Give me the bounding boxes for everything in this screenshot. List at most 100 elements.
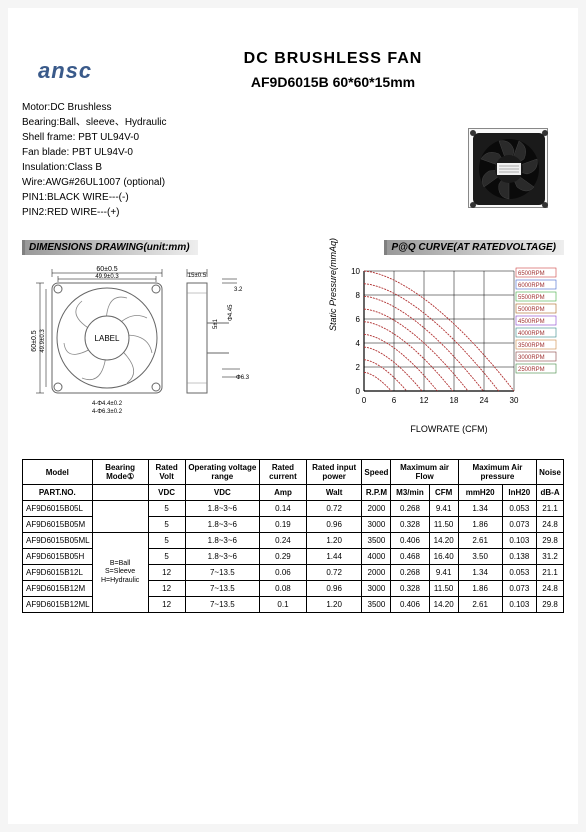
svg-text:4: 4 (356, 339, 361, 348)
table-row: AF9D6015B05MLB=BallS=SleeveH=Hydraulic51… (23, 533, 564, 549)
cell: 0.19 (260, 517, 307, 533)
dimension-drawing: LABEL 60±0.5 49.9±0.3 60±0.5 (22, 261, 272, 421)
cell: 7~13.5 (185, 565, 259, 581)
th: M3/min (391, 485, 429, 501)
svg-text:60±0.5: 60±0.5 (31, 330, 38, 351)
th: CFM (429, 485, 458, 501)
svg-text:24: 24 (480, 396, 489, 405)
cell: 0.08 (260, 581, 307, 597)
pq-x-label: FLOWRATE (CFM) (334, 424, 564, 434)
pq-y-label: Static Pressure(mmAq) (328, 238, 338, 331)
cell: 2.61 (458, 533, 502, 549)
cell: 1.34 (458, 501, 502, 517)
logo: ansc (38, 58, 92, 84)
cell: 7~13.5 (185, 581, 259, 597)
th: Rated Volt (148, 460, 185, 485)
cell: 0.073 (502, 581, 537, 597)
th: Walt (306, 485, 362, 501)
svg-text:4500RPM: 4500RPM (518, 319, 545, 325)
cell: 0.328 (391, 581, 429, 597)
cell: AF9D6015B05H (23, 549, 93, 565)
th: PART.NO. (23, 485, 93, 501)
cell: 16.40 (429, 549, 458, 565)
cell: 0.268 (391, 565, 429, 581)
cell: 1.44 (306, 549, 362, 565)
svg-text:4-Φ6.3±0.2: 4-Φ6.3±0.2 (92, 409, 123, 415)
th: VDC (148, 485, 185, 501)
cell: 1.20 (306, 597, 362, 613)
svg-text:4-Φ4.4±0.2: 4-Φ4.4±0.2 (92, 401, 123, 407)
cell: 24.8 (537, 517, 564, 533)
cell: 0.72 (306, 501, 362, 517)
svg-text:2500RPM: 2500RPM (518, 367, 545, 373)
svg-text:3000RPM: 3000RPM (518, 355, 545, 361)
th: Amp (260, 485, 307, 501)
th (92, 485, 148, 501)
cell: 0.268 (391, 501, 429, 517)
cell: 5 (148, 533, 185, 549)
cell: AF9D6015B05L (23, 501, 93, 517)
svg-text:18: 18 (450, 396, 459, 405)
svg-text:10: 10 (351, 267, 360, 276)
th: VDC (185, 485, 259, 501)
cell: 1.8~3~6 (185, 549, 259, 565)
svg-text:6000RPM: 6000RPM (518, 283, 545, 289)
cell: 0.406 (391, 533, 429, 549)
cell: AF9D6015B12M (23, 581, 93, 597)
svg-text:Φ4.45: Φ4.45 (228, 304, 234, 321)
cell: 0.96 (306, 581, 362, 597)
cell: 12 (148, 597, 185, 613)
cell: AF9D6015B05M (23, 517, 93, 533)
th: InH20 (502, 485, 537, 501)
th: Maximum Air pressure (458, 460, 536, 485)
cell: 1.86 (458, 581, 502, 597)
th: Maximum air Flow (391, 460, 458, 485)
section-pq-label: P@Q CURVE(AT RATEDVOLTAGE) (384, 240, 564, 255)
cell: 1.86 (458, 517, 502, 533)
svg-text:6: 6 (392, 396, 397, 405)
cell: 2000 (362, 501, 391, 517)
cell: 9.41 (429, 501, 458, 517)
cell: 1.20 (306, 533, 362, 549)
th: Operating voltage range (185, 460, 259, 485)
cell: AF9D6015B12ML (23, 597, 93, 613)
cell: 2000 (362, 565, 391, 581)
cell: 5 (148, 517, 185, 533)
cell: 0.328 (391, 517, 429, 533)
cell: 0.053 (502, 501, 537, 517)
cell (92, 501, 148, 533)
cell: 0.053 (502, 565, 537, 581)
cell: 0.468 (391, 549, 429, 565)
cell: 11.50 (429, 517, 458, 533)
svg-text:0: 0 (362, 396, 367, 405)
svg-text:15±0.5: 15±0.5 (188, 273, 207, 279)
svg-text:12: 12 (420, 396, 429, 405)
label-text: LABEL (95, 334, 120, 343)
svg-text:5000RPM: 5000RPM (518, 307, 545, 313)
th: Bearing Mode① (92, 460, 148, 485)
dim-inner: 49.9±0.3 (95, 274, 119, 280)
th: R.P.M (362, 485, 391, 501)
th: Rated current (260, 460, 307, 485)
svg-text:4000RPM: 4000RPM (518, 331, 545, 337)
cell: 1.8~3~6 (185, 517, 259, 533)
cell: AF9D6015B12L (23, 565, 93, 581)
th: Model (23, 460, 93, 485)
th: dB-A (537, 485, 564, 501)
cell: 3000 (362, 581, 391, 597)
svg-text:6: 6 (356, 315, 361, 324)
svg-text:8: 8 (356, 291, 361, 300)
cell: 1.34 (458, 565, 502, 581)
table-row: AF9D6015B05L51.8~3~60.140.7220000.2689.4… (23, 501, 564, 517)
cell: 4000 (362, 549, 391, 565)
cell: 0.073 (502, 517, 537, 533)
cell: 5 (148, 549, 185, 565)
svg-text:49.9±0.3: 49.9±0.3 (40, 329, 46, 353)
cell: 11.50 (429, 581, 458, 597)
cell: 0.24 (260, 533, 307, 549)
cell: 0.06 (260, 565, 307, 581)
cell: 9.41 (429, 565, 458, 581)
spec-table: ModelBearing Mode①Rated VoltOperating vo… (22, 459, 564, 613)
table-head: ModelBearing Mode①Rated VoltOperating vo… (23, 460, 564, 501)
cell: 0.1 (260, 597, 307, 613)
